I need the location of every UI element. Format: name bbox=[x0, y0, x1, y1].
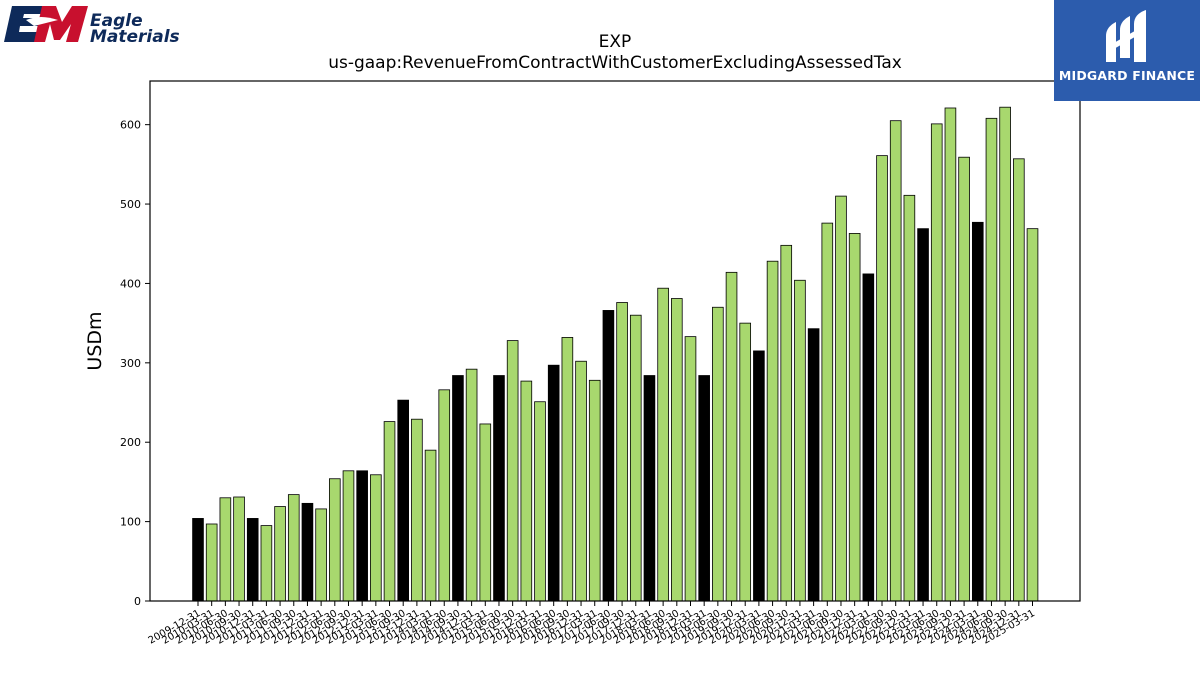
logo-word-materials: Materials bbox=[90, 27, 180, 47]
bar bbox=[370, 474, 382, 602]
bar bbox=[506, 340, 519, 602]
bar bbox=[725, 271, 738, 602]
bar bbox=[465, 368, 478, 602]
bar bbox=[629, 314, 642, 602]
bar bbox=[520, 380, 533, 602]
chart-title: EXP bbox=[598, 32, 632, 52]
logo-text: MIDGARD FINANCE bbox=[1058, 68, 1196, 83]
bar bbox=[766, 260, 779, 602]
bar bbox=[575, 360, 587, 602]
bar bbox=[452, 375, 464, 602]
bar bbox=[424, 449, 437, 602]
logo-word-eagle: Eagle bbox=[90, 11, 143, 31]
bar bbox=[260, 525, 273, 602]
bar bbox=[930, 123, 943, 602]
bar bbox=[616, 302, 628, 602]
y-tick-label: 500 bbox=[120, 198, 141, 211]
bar bbox=[903, 194, 916, 602]
bar bbox=[274, 506, 286, 602]
bar bbox=[1013, 158, 1025, 602]
bar bbox=[205, 523, 218, 602]
bar bbox=[971, 221, 984, 602]
bar bbox=[411, 418, 423, 602]
chart-subtitle: us-gaap:RevenueFromContractWithCustomerE… bbox=[328, 53, 902, 73]
bar bbox=[671, 298, 683, 602]
bar bbox=[889, 120, 902, 602]
bar bbox=[315, 508, 327, 602]
bar bbox=[547, 364, 560, 602]
y-tick-label: 400 bbox=[120, 277, 141, 290]
bar bbox=[356, 470, 368, 602]
bar bbox=[985, 117, 998, 602]
bar bbox=[862, 273, 875, 602]
bar bbox=[342, 470, 355, 602]
bar bbox=[684, 336, 697, 602]
bar bbox=[287, 494, 300, 602]
eagle-materials-logo: Eagle Materials bbox=[4, 4, 180, 47]
bar bbox=[780, 244, 793, 602]
bar bbox=[794, 279, 806, 602]
bar bbox=[999, 106, 1011, 602]
bar bbox=[233, 496, 245, 602]
bar bbox=[807, 328, 820, 602]
y-tick-label: 600 bbox=[120, 119, 141, 132]
bar bbox=[657, 287, 669, 602]
bar bbox=[561, 337, 574, 602]
bar bbox=[917, 228, 929, 602]
y-axis-label: USDm bbox=[84, 311, 106, 370]
y-tick-label: 100 bbox=[120, 516, 141, 529]
bar bbox=[753, 350, 765, 602]
bar bbox=[698, 375, 710, 602]
bar bbox=[301, 502, 314, 602]
bar bbox=[383, 421, 396, 602]
bar bbox=[479, 423, 492, 602]
bar bbox=[821, 222, 834, 602]
bar bbox=[438, 389, 451, 602]
y-tick-label: 200 bbox=[120, 436, 141, 449]
midgard-m-icon bbox=[1106, 10, 1146, 62]
midgard-finance-logo: MIDGARD FINANCE bbox=[1054, 0, 1200, 101]
bar bbox=[848, 233, 861, 602]
bar bbox=[739, 322, 752, 602]
bar bbox=[397, 399, 409, 602]
bar bbox=[588, 379, 601, 602]
bar bbox=[944, 107, 957, 602]
y-tick-label: 300 bbox=[120, 357, 141, 370]
bar bbox=[328, 478, 341, 602]
bar bbox=[958, 156, 970, 602]
bar bbox=[534, 401, 546, 602]
bar bbox=[246, 518, 259, 602]
bar bbox=[1026, 228, 1039, 602]
bar bbox=[876, 155, 888, 602]
plot-frame bbox=[149, 80, 1081, 602]
em-monogram-icon bbox=[4, 6, 88, 42]
bar bbox=[712, 306, 724, 602]
bar bbox=[602, 310, 615, 602]
bar bbox=[219, 497, 232, 602]
bar bbox=[493, 375, 505, 602]
bar bbox=[835, 195, 847, 602]
bar bbox=[192, 518, 204, 602]
bar bbox=[643, 375, 656, 602]
y-tick-label: 0 bbox=[134, 595, 141, 608]
